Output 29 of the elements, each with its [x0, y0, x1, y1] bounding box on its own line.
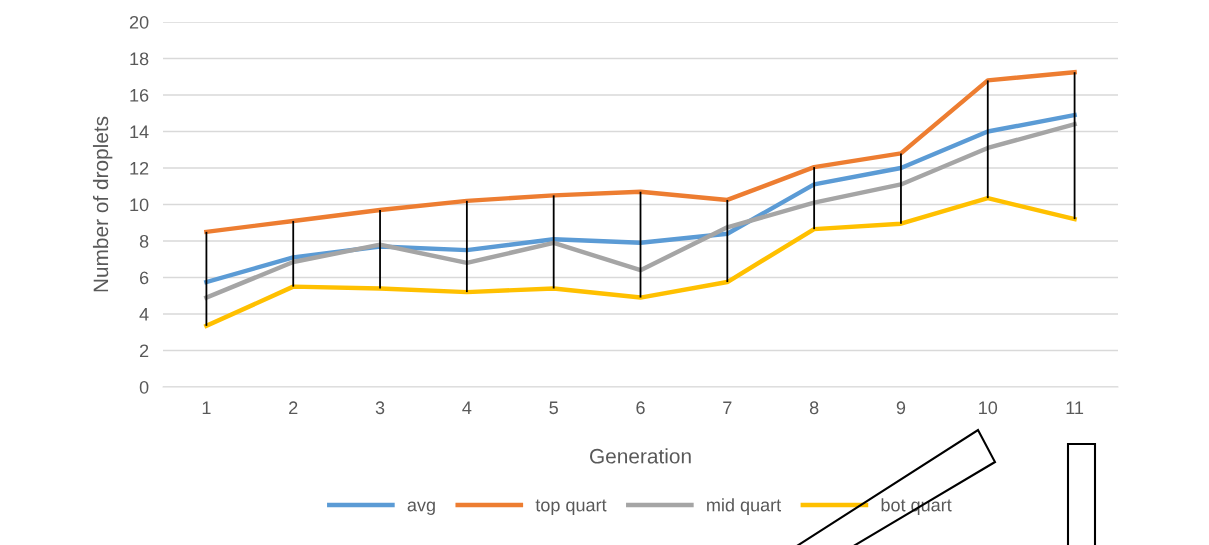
y-tick-label: 18 [130, 52, 149, 66]
x-tick-label: 10 [979, 401, 998, 415]
legend-label: mid quart [707, 498, 782, 515]
x-tick-label: 11 [1066, 401, 1084, 414]
legend-label: avg [407, 501, 435, 515]
line-series [204, 69, 1077, 235]
x-axis-title: Generation [590, 448, 691, 464]
x-tick-label: 4 [462, 401, 472, 414]
y-tick-label: 2 [139, 344, 149, 358]
x-tick-label: 3 [375, 401, 385, 415]
y-tick-label: 6 [139, 271, 149, 285]
y-tick-label: 16 [130, 88, 149, 102]
y-tick-label: 10 [130, 198, 149, 212]
legend-label: top quart [535, 499, 607, 515]
y-tick-label: 8 [139, 234, 149, 248]
x-tick-label: 1 [202, 401, 211, 414]
x-tick-label: 8 [809, 401, 819, 415]
y-tick-label: 0 [139, 380, 149, 394]
x-tick-label: 2 [289, 401, 298, 414]
line-series [204, 195, 1077, 329]
x-tick-label: 5 [549, 401, 558, 415]
y-tick-label: 12 [130, 161, 149, 175]
x-tick-label: 9 [896, 401, 906, 415]
y-tick-label: 20 [129, 15, 149, 29]
x-tick-label: 7 [723, 401, 732, 414]
y-tick-label: 14 [130, 125, 149, 139]
y-axis-title: Number of droplets [92, 116, 113, 292]
x-tick-label: 6 [636, 401, 645, 415]
y-tick-label: 4 [139, 308, 149, 321]
